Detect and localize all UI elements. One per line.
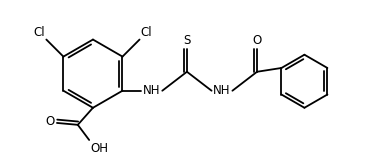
Text: O: O — [253, 34, 262, 47]
Text: S: S — [183, 34, 191, 47]
Text: NH: NH — [212, 84, 230, 97]
Text: Cl: Cl — [141, 26, 152, 39]
Text: OH: OH — [90, 142, 108, 155]
Text: Cl: Cl — [34, 26, 45, 39]
Text: NH: NH — [142, 84, 160, 97]
Text: O: O — [46, 116, 55, 128]
